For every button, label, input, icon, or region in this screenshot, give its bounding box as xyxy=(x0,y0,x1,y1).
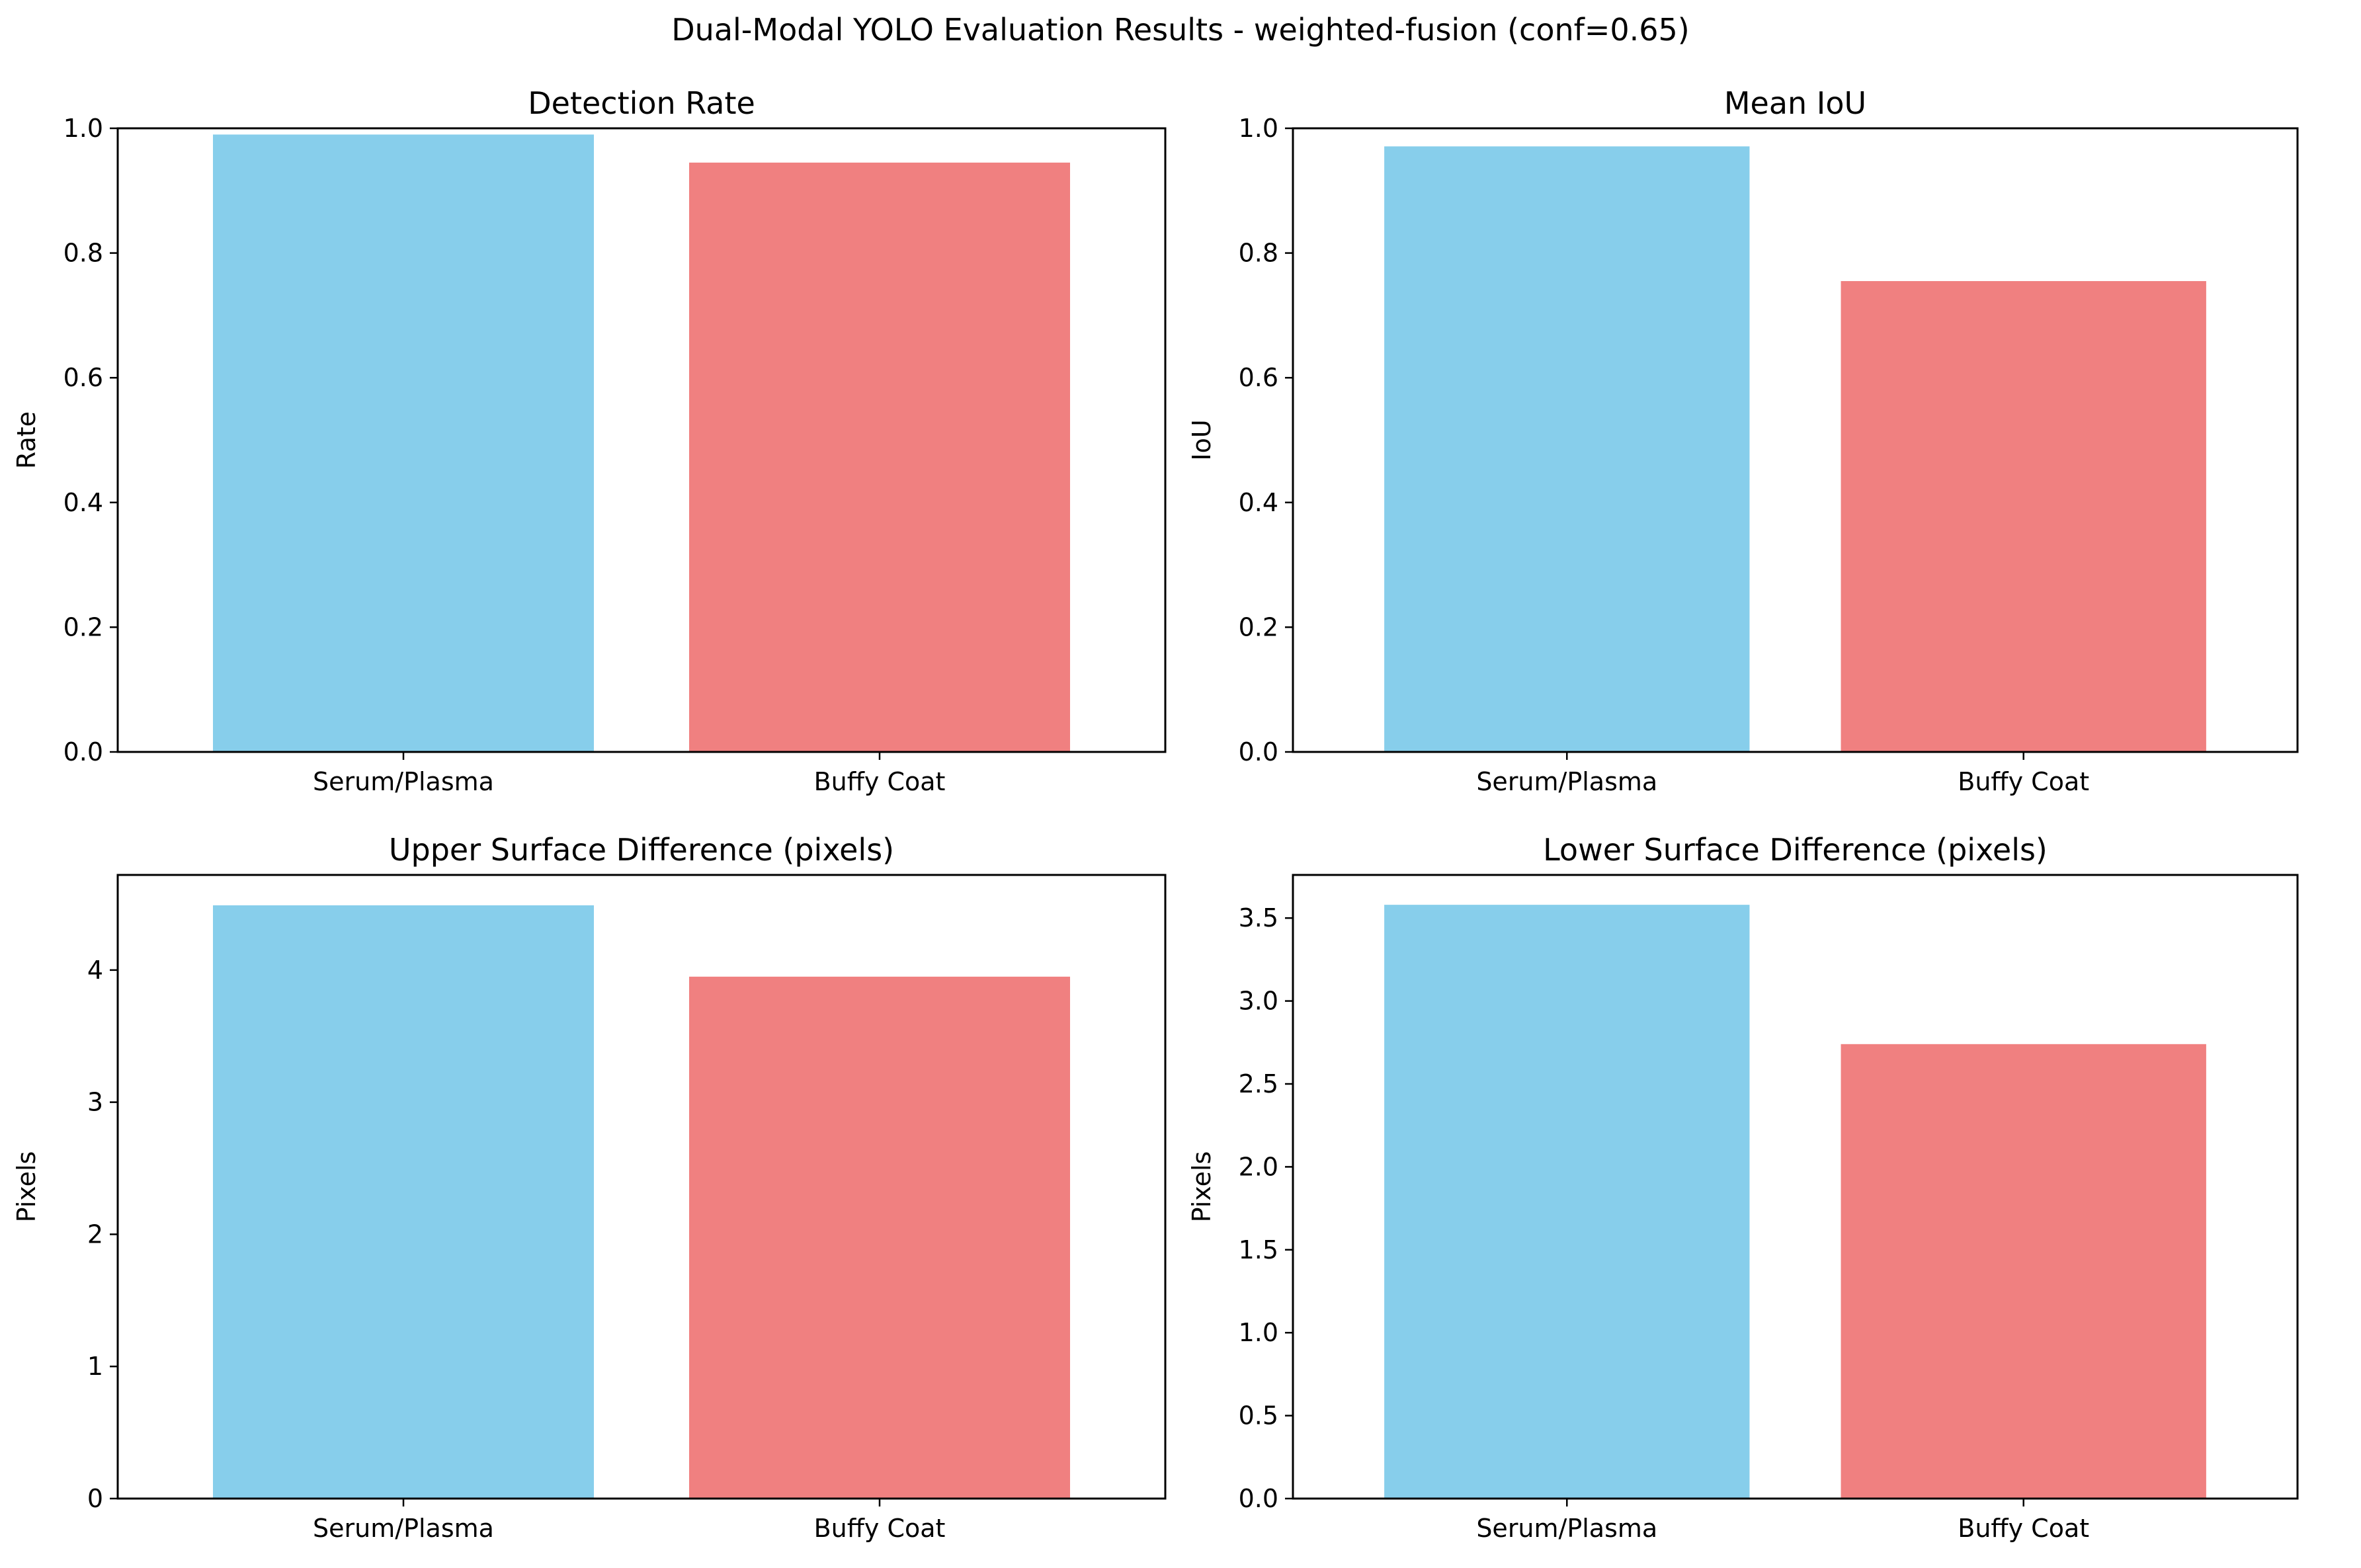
bar-1 xyxy=(213,134,594,752)
bar-1 xyxy=(1384,905,1750,1499)
subplot-title: Mean IoU xyxy=(1724,85,1866,121)
subplot-title: Upper Surface Difference (pixels) xyxy=(389,832,894,868)
y-tick-label-3: 0.4 xyxy=(1239,488,1278,517)
bar-2 xyxy=(689,162,1070,753)
subplot-title: Lower Surface Difference (pixels) xyxy=(1543,832,2048,868)
x-tick-label-2: Buffy Coat xyxy=(1958,1514,2089,1543)
y-tick-label-4: 1.5 xyxy=(1239,1235,1278,1264)
x-tick-label-1: Serum/Plasma xyxy=(1476,767,1657,796)
x-tick-label-1: Serum/Plasma xyxy=(1476,1514,1657,1543)
x-tick-label-2: Buffy Coat xyxy=(814,1514,946,1543)
y-tick-label-5: 0.8 xyxy=(63,239,103,268)
bar-2 xyxy=(1841,1044,2206,1499)
y-tick-label-4: 3 xyxy=(87,1088,103,1117)
y-tick-label-5: 0.8 xyxy=(1239,239,1278,268)
bar-1 xyxy=(1384,146,1750,753)
y-axis-label: Pixels xyxy=(12,1151,41,1223)
y-tick-label-2: 0.2 xyxy=(1239,612,1278,641)
y-axis-label: IoU xyxy=(1187,419,1216,460)
y-tick-label-3: 0.4 xyxy=(63,488,103,517)
axes-frame xyxy=(1292,874,2299,1500)
y-tick-label-3: 1.0 xyxy=(1239,1318,1278,1347)
y-tick-label-8: 3.5 xyxy=(1239,903,1278,932)
y-tick-label-6: 1.0 xyxy=(1239,114,1278,143)
y-tick-label-3: 2 xyxy=(87,1219,103,1249)
y-tick-label-4: 0.6 xyxy=(1239,363,1278,392)
figure-title: Dual-Modal YOLO Evaluation Results - wei… xyxy=(671,12,1690,48)
y-tick-label-2: 0.2 xyxy=(63,612,103,641)
y-axis-label: Rate xyxy=(12,411,41,469)
bar-1 xyxy=(213,905,594,1499)
y-tick-label-6: 1.0 xyxy=(63,114,103,143)
axes-frame xyxy=(1292,127,2299,753)
axes-frame xyxy=(116,127,1167,753)
subplot-title: Detection Rate xyxy=(528,85,755,121)
y-tick-label-7: 3.0 xyxy=(1239,987,1278,1016)
y-tick-label-2: 0.5 xyxy=(1239,1401,1278,1430)
bar-2 xyxy=(1841,281,2206,752)
y-tick-label-1: 0.0 xyxy=(63,737,103,766)
subplot-3: Serum/Plasma Buffy Coat 0 1 2 3 4 Upper Surface… xyxy=(12,832,1167,1543)
y-tick-label-6: 2.5 xyxy=(1239,1069,1278,1098)
x-tick-label-2: Buffy Coat xyxy=(1958,767,2089,796)
y-axis-label: Pixels xyxy=(1187,1151,1216,1223)
y-tick-label-2: 1 xyxy=(87,1352,103,1381)
y-tick-label-4: 0.6 xyxy=(63,363,103,392)
y-tick-label-1: 0 xyxy=(87,1484,103,1513)
x-tick-label-1: Serum/Plasma xyxy=(313,1514,494,1543)
y-tick-label-1: 0.0 xyxy=(1239,1484,1278,1513)
axes-frame xyxy=(116,874,1167,1500)
y-tick-label-5: 2.0 xyxy=(1239,1152,1278,1181)
y-tick-label-5: 4 xyxy=(87,956,103,985)
x-tick-label-1: Serum/Plasma xyxy=(313,767,494,796)
x-tick-label-2: Buffy Coat xyxy=(814,767,946,796)
subplot-4: Serum/Plasma Buffy Coat 0.0 0.5 1.0 1.5 2.0 2.5… xyxy=(1187,832,2299,1543)
subplot-1: Serum/Plasma Buffy Coat 0.0 0.2 0.4 0.6 0.8 1.0… xyxy=(12,85,1167,796)
subplot-2: Serum/Plasma Buffy Coat 0.0 0.2 0.4 0.6 0.8 1.0… xyxy=(1187,85,2299,796)
bar-2 xyxy=(689,976,1070,1499)
y-tick-label-1: 0.0 xyxy=(1239,737,1278,766)
